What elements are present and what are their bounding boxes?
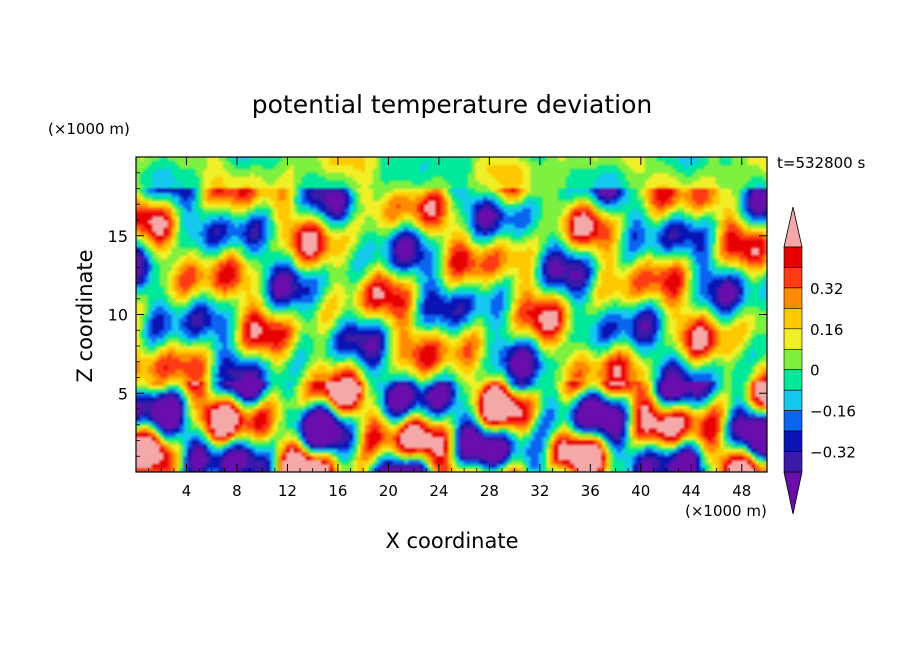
x-tick-label: 24 [429,482,448,500]
x-tick-label: 8 [232,482,242,500]
colorbar-tick-label: 0.16 [810,321,843,339]
colorbar-tick-label: −0.16 [810,403,856,421]
colorbar-band [783,451,803,473]
y-unit-label: (×1000 m) [48,120,130,138]
x-tick-label: 12 [278,482,297,500]
x-tick-label: 4 [182,482,192,500]
x-tick-label: 48 [732,482,751,500]
heatmap-field [136,157,767,472]
x-tick-label: 40 [631,482,650,500]
colorbar-band [783,369,803,391]
colorbar-band [783,308,803,330]
colorbar: 0.32 0.16 0 −0.16 −0.32 [783,206,856,515]
colorbar-band [783,389,803,411]
x-tick-label: 36 [581,482,600,500]
x-tick-label: 28 [480,482,499,500]
x-tick-label: 32 [530,482,549,500]
time-label: t=532800 s [777,154,865,172]
y-tick-label: 15 [108,227,128,246]
colorbar-tick-label: 0.32 [810,280,843,298]
heatmap-plot-area [136,157,767,472]
colorbar-over-triangle [783,206,803,248]
colorbar-band [783,287,803,309]
colorbar-band [783,410,803,432]
colorbar-band [783,348,803,371]
chart-title: potential temperature deviation [252,90,652,119]
y-axis: 5 10 15 [108,172,767,457]
colorbar-band [783,267,803,289]
x-unit-label: (×1000 m) [685,502,767,520]
y-tick-label: 10 [108,306,128,325]
colorbar-band [783,246,803,268]
x-tick-label: 20 [379,482,398,500]
y-axis-label: Z coordinate [73,249,97,382]
colorbar-band [783,328,803,350]
x-tick-label: 44 [682,482,701,500]
colorbar-tick-label: 0 [810,362,820,380]
colorbar-tick-label: −0.32 [810,444,856,462]
colorbar-band [783,430,803,452]
x-axis: 4 8 12 16 20 24 28 32 36 40 44 48 [148,157,755,500]
y-tick-label: 5 [118,384,128,403]
x-tick-label: 16 [328,482,347,500]
x-axis-label: X coordinate [385,529,518,553]
colorbar-under-triangle [783,471,803,515]
